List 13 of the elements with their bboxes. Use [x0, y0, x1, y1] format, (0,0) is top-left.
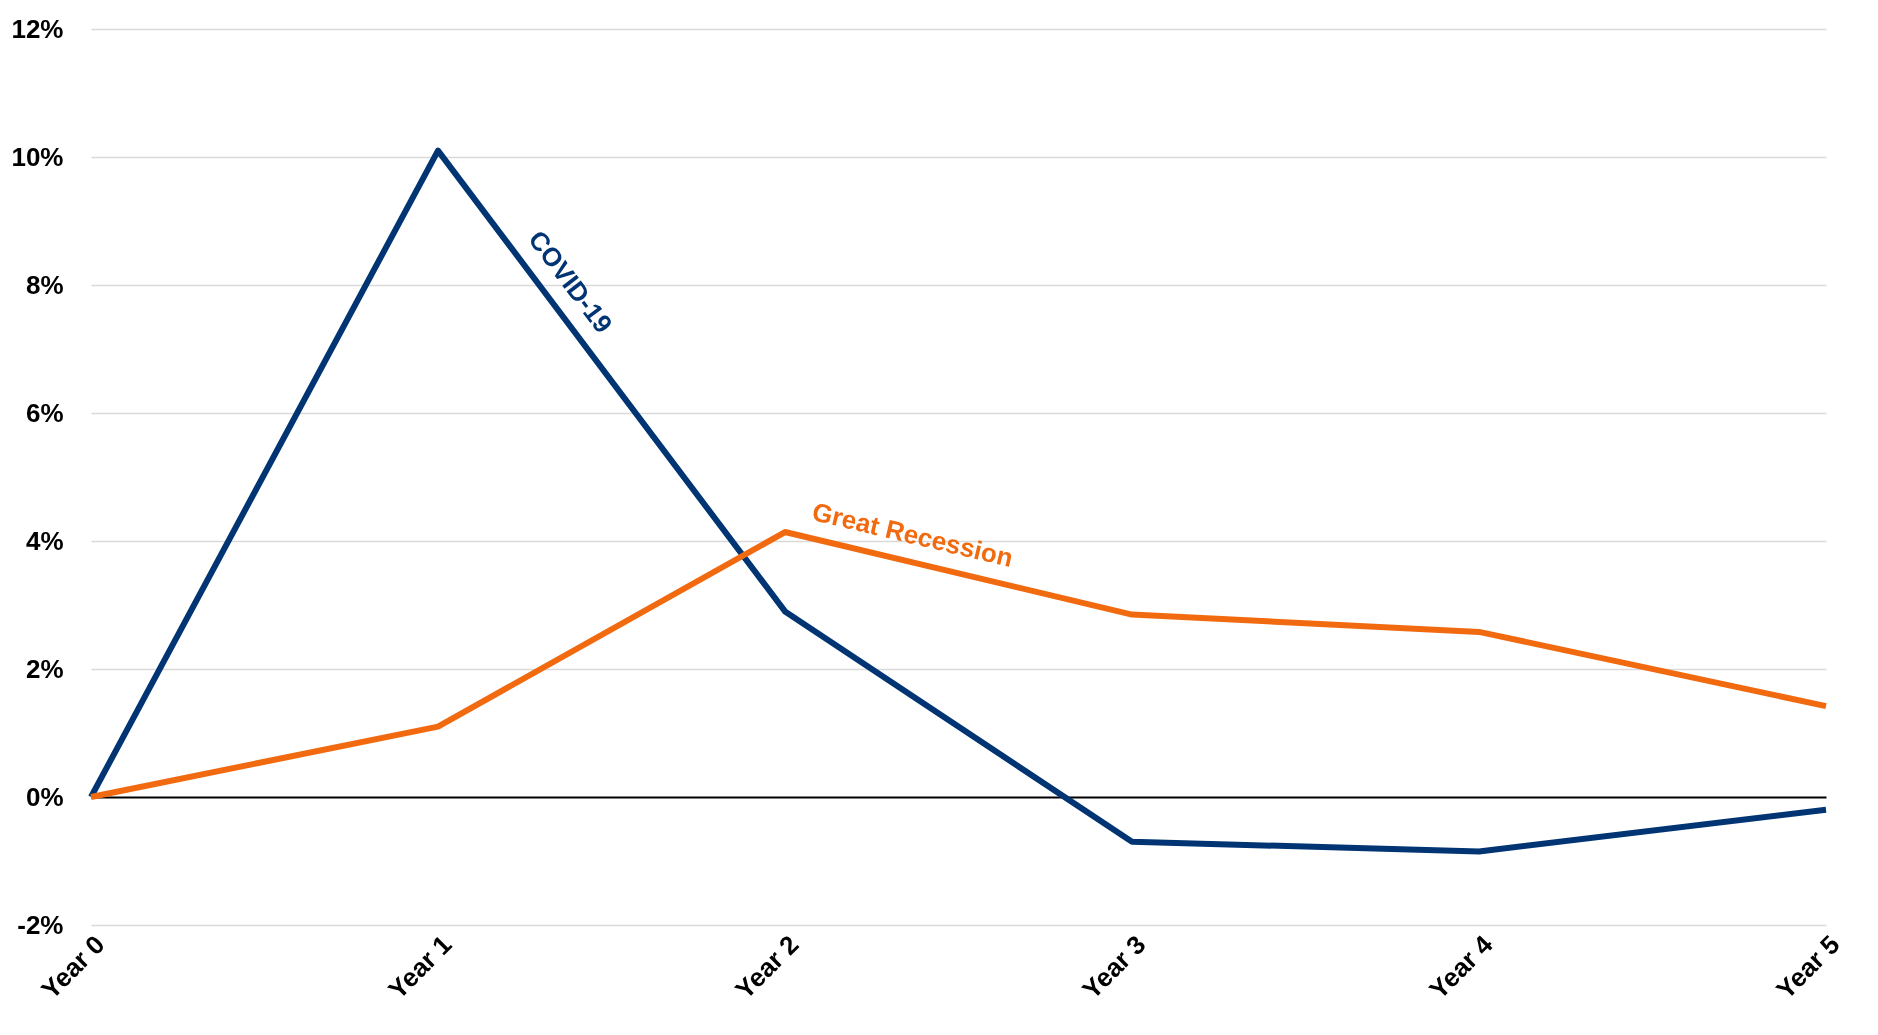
x-tick-label: Year 2	[729, 929, 805, 1005]
x-tick-label: Year 5	[1770, 929, 1846, 1005]
x-tick-label: Year 1	[382, 929, 458, 1005]
y-tick-label: 12%	[11, 13, 64, 44]
x-tick-label: Year 4	[1423, 929, 1499, 1005]
x-tick-label: Year 3	[1076, 929, 1152, 1005]
y-tick-label: 4%	[25, 525, 64, 556]
y-tick-label: 10%	[11, 141, 64, 172]
y-tick-label: 2%	[25, 653, 64, 684]
y-tick-label: 0%	[25, 781, 64, 812]
y-tick-label: 6%	[25, 397, 64, 428]
y-tick-label: 8%	[25, 269, 64, 300]
y-tick-label: -2%	[17, 909, 64, 940]
